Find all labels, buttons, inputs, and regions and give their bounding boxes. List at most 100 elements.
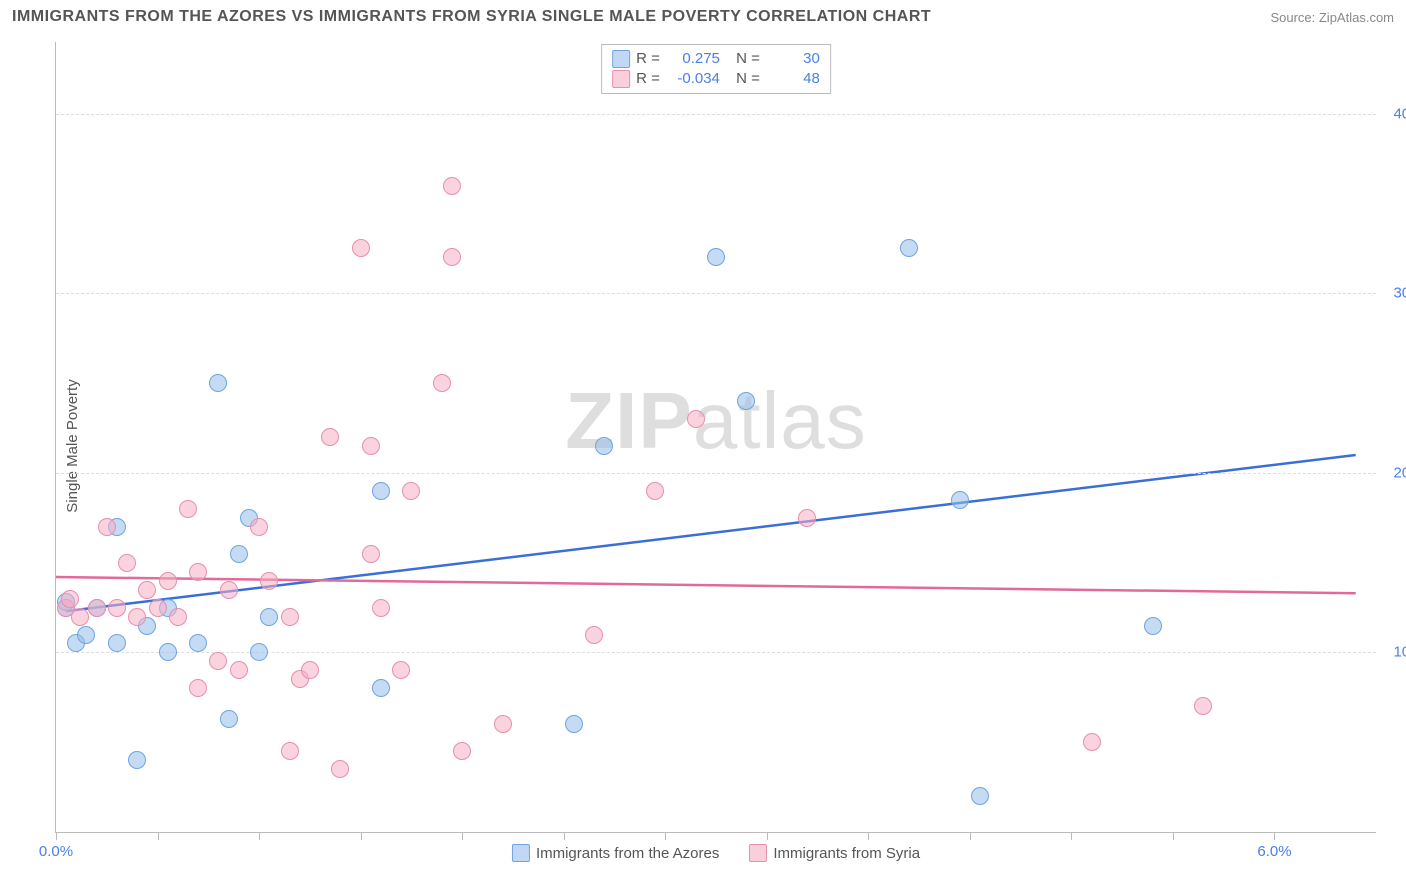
n-value-syria: 48	[766, 69, 820, 89]
data-point-azores	[372, 482, 390, 500]
data-point-syria	[1194, 697, 1212, 715]
data-point-syria	[402, 482, 420, 500]
x-tick	[259, 832, 260, 840]
data-point-syria	[433, 374, 451, 392]
data-point-syria	[159, 572, 177, 590]
x-tick	[767, 832, 768, 840]
x-tick	[361, 832, 362, 840]
x-tick-label: 0.0%	[39, 843, 73, 860]
data-point-azores	[595, 437, 613, 455]
data-point-syria	[108, 599, 126, 617]
y-tick-label: 10.0%	[1393, 644, 1406, 661]
data-point-azores	[128, 751, 146, 769]
data-point-syria	[189, 563, 207, 581]
data-point-azores	[372, 679, 390, 697]
scatter-plot: ZIPatlas R = 0.275 N = 30 R = -0.034 N =…	[55, 42, 1376, 833]
data-point-syria	[128, 608, 146, 626]
data-point-azores	[159, 643, 177, 661]
swatch-pink-icon	[612, 70, 630, 88]
data-point-syria	[169, 608, 187, 626]
x-tick	[665, 832, 666, 840]
data-point-syria	[362, 437, 380, 455]
data-point-azores	[707, 248, 725, 266]
legend-row-syria: R = -0.034 N = 48	[612, 69, 820, 89]
gridline	[56, 293, 1376, 294]
x-tick	[1173, 832, 1174, 840]
data-point-syria	[362, 545, 380, 563]
data-point-syria	[118, 554, 136, 572]
data-point-syria	[1083, 733, 1101, 751]
x-tick	[868, 832, 869, 840]
swatch-pink-icon	[749, 844, 767, 862]
data-point-azores	[737, 392, 755, 410]
data-point-azores	[260, 608, 278, 626]
watermark: ZIPatlas	[565, 375, 866, 467]
data-point-syria	[331, 760, 349, 778]
gridline	[56, 473, 1376, 474]
source-label: Source: ZipAtlas.com	[1270, 10, 1394, 25]
data-point-azores	[565, 715, 583, 733]
x-tick	[56, 832, 57, 840]
data-point-syria	[646, 482, 664, 500]
legend-label-syria: Immigrants from Syria	[773, 845, 920, 862]
swatch-blue-icon	[512, 844, 530, 862]
data-point-azores	[220, 710, 238, 728]
data-point-syria	[260, 572, 278, 590]
n-label: N =	[736, 49, 760, 69]
data-point-syria	[71, 608, 89, 626]
trendline-syria	[56, 577, 1356, 593]
data-point-azores	[108, 634, 126, 652]
data-point-azores	[250, 643, 268, 661]
data-point-syria	[301, 661, 319, 679]
r-label: R =	[636, 69, 660, 89]
watermark-bold: ZIP	[565, 376, 692, 465]
y-tick-label: 40.0%	[1393, 105, 1406, 122]
data-point-syria	[494, 715, 512, 733]
legend-correlation: R = 0.275 N = 30 R = -0.034 N = 48	[601, 44, 831, 94]
legend-item-azores: Immigrants from the Azores	[512, 844, 719, 862]
legend-label-azores: Immigrants from the Azores	[536, 845, 719, 862]
legend-series: Immigrants from the Azores Immigrants fr…	[512, 844, 920, 862]
data-point-syria	[98, 518, 116, 536]
data-point-azores	[189, 634, 207, 652]
data-point-syria	[392, 661, 410, 679]
data-point-syria	[352, 239, 370, 257]
n-label: N =	[736, 69, 760, 89]
swatch-blue-icon	[612, 50, 630, 68]
y-tick-label: 20.0%	[1393, 464, 1406, 481]
data-point-syria	[453, 742, 471, 760]
data-point-syria	[88, 599, 106, 617]
data-point-azores	[900, 239, 918, 257]
data-point-syria	[220, 581, 238, 599]
x-tick	[462, 832, 463, 840]
data-point-syria	[281, 608, 299, 626]
data-point-syria	[250, 518, 268, 536]
x-tick-label: 6.0%	[1257, 843, 1291, 860]
trendlines-layer	[56, 42, 1376, 832]
data-point-azores	[951, 491, 969, 509]
data-point-syria	[230, 661, 248, 679]
data-point-syria	[687, 410, 705, 428]
data-point-syria	[61, 590, 79, 608]
x-tick	[1071, 832, 1072, 840]
data-point-syria	[281, 742, 299, 760]
data-point-syria	[372, 599, 390, 617]
data-point-syria	[179, 500, 197, 518]
gridline	[56, 114, 1376, 115]
data-point-azores	[209, 374, 227, 392]
data-point-syria	[443, 248, 461, 266]
data-point-syria	[798, 509, 816, 527]
data-point-syria	[209, 652, 227, 670]
data-point-azores	[77, 626, 95, 644]
data-point-syria	[149, 599, 167, 617]
r-value-azores: 0.275	[666, 49, 720, 69]
x-tick	[564, 832, 565, 840]
watermark-light: atlas	[693, 376, 867, 465]
r-value-syria: -0.034	[666, 69, 720, 89]
data-point-syria	[443, 177, 461, 195]
data-point-syria	[585, 626, 603, 644]
legend-item-syria: Immigrants from Syria	[749, 844, 920, 862]
data-point-azores	[230, 545, 248, 563]
data-point-syria	[138, 581, 156, 599]
legend-row-azores: R = 0.275 N = 30	[612, 49, 820, 69]
